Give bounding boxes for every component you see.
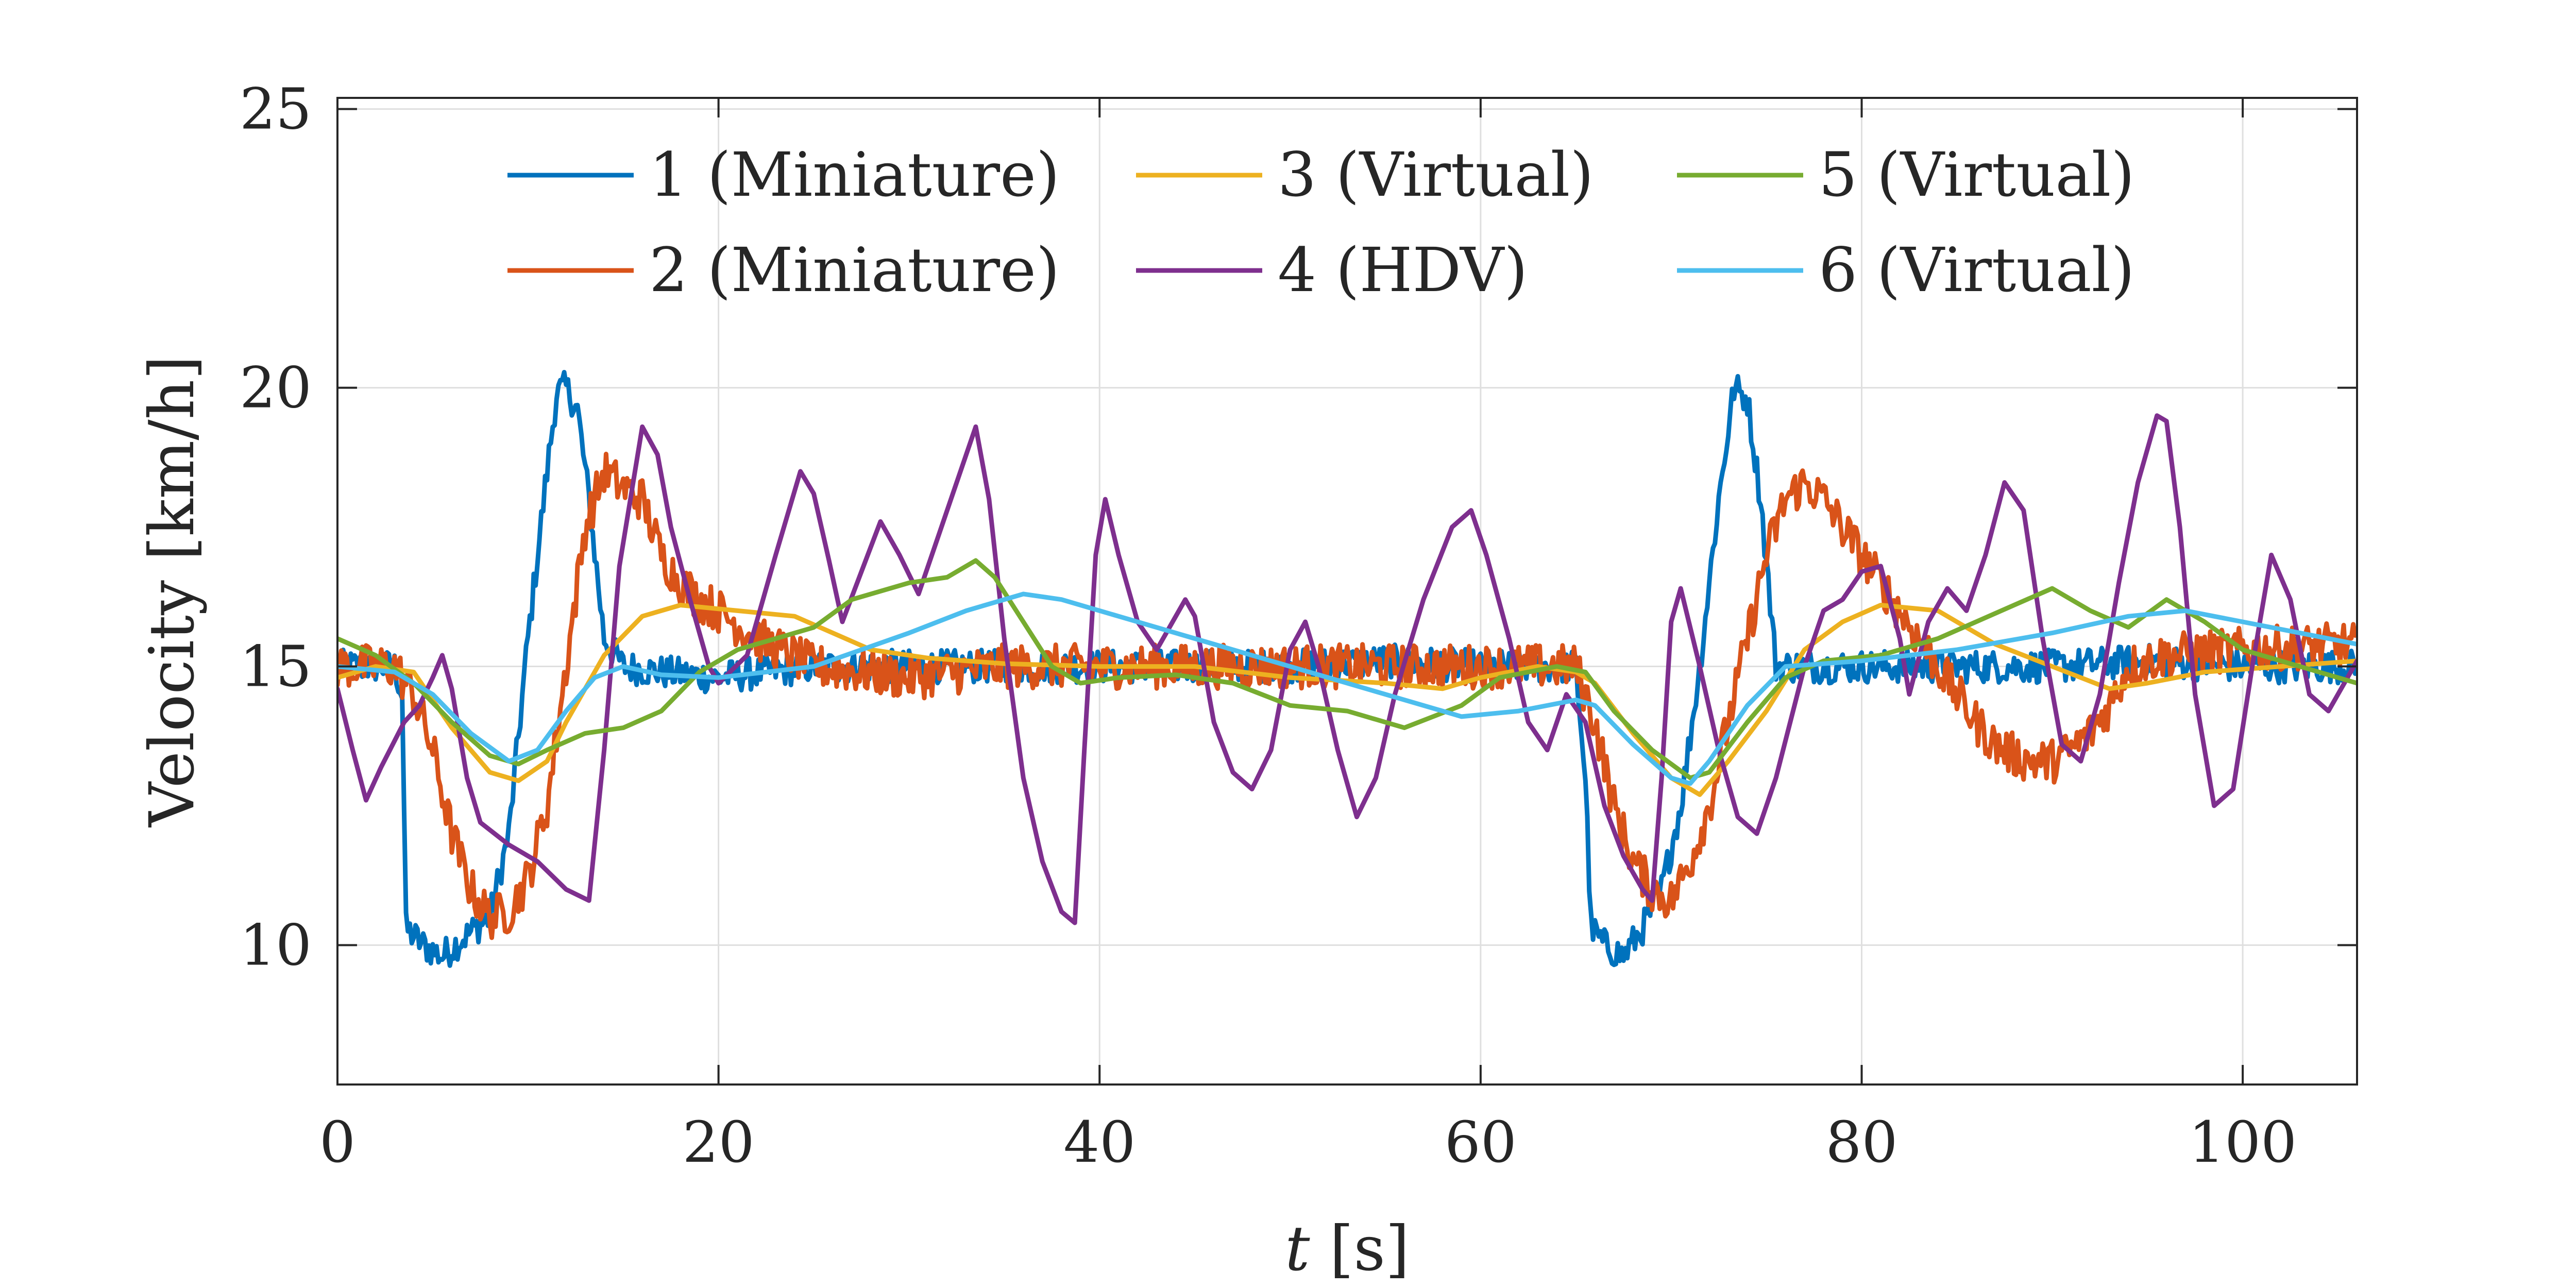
series-line-6 — [337, 591, 2357, 786]
legend-label-4: 4 (HDV) — [1278, 234, 1528, 306]
y-tick-label: 20 — [240, 355, 312, 421]
legend-label-5: 5 (Virtual) — [1819, 139, 2134, 210]
y-tick-label: 15 — [240, 634, 312, 700]
x-axis-label: t [s] — [1285, 1213, 1410, 1285]
x-axis-variable: t — [1285, 1213, 1310, 1285]
plot-frame — [336, 97, 2358, 1086]
axis-ticks — [336, 98, 2357, 1084]
legend-label-6: 6 (Virtual) — [1819, 234, 2134, 306]
x-tick-label: 0 — [319, 1109, 355, 1175]
legend-label-3: 3 (Virtual) — [1278, 139, 1594, 210]
x-tick-label: 80 — [1825, 1109, 1897, 1175]
x-tick-label: 40 — [1063, 1109, 1136, 1175]
x-tick-label: 100 — [2189, 1109, 2297, 1175]
series-line-1 — [337, 370, 2357, 968]
series-line-3 — [337, 603, 2357, 797]
tick-labels: 0 20 40 60 80 100 10 15 20 25 — [240, 76, 2297, 1175]
series-line-4 — [337, 413, 2357, 925]
y-tick-label: 25 — [240, 76, 312, 142]
y-tick-label: 10 — [240, 912, 312, 978]
legend-label-1: 1 (Miniature) — [649, 139, 1060, 210]
legend-label-2: 2 (Miniature) — [649, 234, 1060, 306]
y-axis-label: Velocity [km/h] — [137, 355, 208, 828]
x-axis-unit: [s] — [1310, 1213, 1409, 1285]
series-line-2 — [337, 451, 2357, 940]
x-tick-label: 60 — [1445, 1109, 1517, 1175]
series-lines — [337, 370, 2357, 968]
legend: 1 (Miniature) 2 (Miniature) 3 (Virtual) 4 (… — [507, 139, 2134, 306]
x-tick-label: 20 — [683, 1109, 755, 1175]
series-line-5 — [337, 558, 2357, 781]
